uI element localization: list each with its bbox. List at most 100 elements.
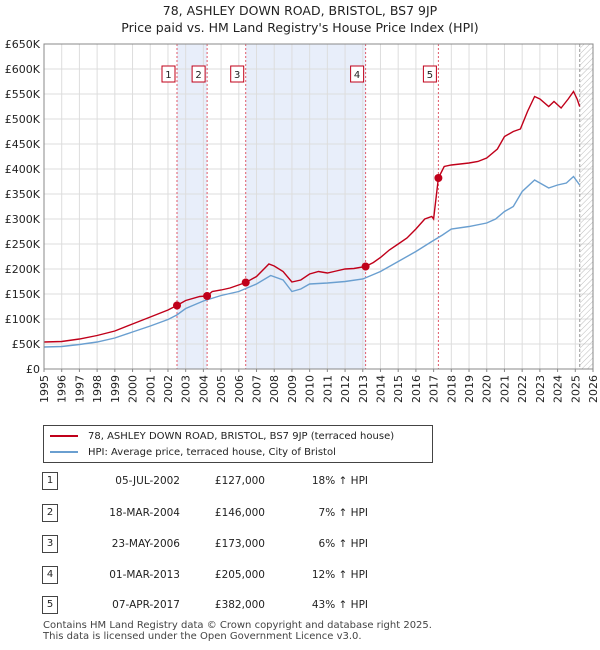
sale-label-box	[422, 65, 437, 83]
future-region	[579, 44, 593, 369]
y-tick-label: £150K	[5, 288, 41, 301]
sale-label-text: 5	[427, 70, 433, 81]
legend-hpi-swatch	[50, 451, 78, 453]
x-tick-label: 2022	[516, 375, 529, 403]
x-tick-label: 1995	[38, 375, 51, 403]
x-tick-label: 2008	[268, 375, 281, 403]
x-tick-label: 2019	[463, 375, 476, 403]
x-tick-label: 2023	[534, 375, 547, 403]
sale-band	[245, 44, 366, 369]
x-tick-label: 2012	[339, 375, 352, 403]
y-tick-label: £600K	[5, 63, 41, 76]
x-tick-label: 2020	[481, 375, 494, 403]
y-tick-label: £300K	[5, 213, 41, 226]
sale-dot	[203, 292, 212, 300]
x-tick-label: 2011	[321, 375, 334, 403]
hpi-line	[43, 175, 581, 348]
sale-date: 01-MAR-2013	[109, 569, 180, 581]
grid-lines	[43, 43, 594, 370]
y-tick-label: £250K	[5, 238, 41, 251]
sale-price: £205,000	[214, 569, 265, 581]
sale-price: £173,000	[214, 538, 265, 550]
future-hatch	[579, 44, 593, 369]
sale-dot	[172, 301, 181, 310]
sale-row: 3 23-MAY-2006 £173,000 6% ↑ HPI	[0, 535, 600, 555]
sale-shading	[176, 44, 366, 369]
legend-hpi: HPI: Average price, terraced house, City…	[50, 444, 336, 460]
sale-band	[176, 44, 208, 369]
sale-number-labels: 1 2 3 4 5	[161, 65, 437, 83]
sale-hpi-diff: 43% ↑ HPI	[311, 599, 368, 611]
property-price-line	[43, 90, 581, 343]
x-tick-label: 2009	[286, 375, 299, 403]
price-chart: 1 2 3 4 5 £0 £50K £100K £150K £200K £250K £300K £35…	[5, 38, 600, 403]
y-tick-label: £200K	[5, 263, 41, 276]
y-tick-label: £100K	[5, 313, 41, 326]
x-tick-label: 2018	[445, 375, 458, 403]
sale-hpi-diff: 6% ↑ HPI	[318, 538, 368, 550]
legend: 78, ASHLEY DOWN ROAD, BRISTOL, BS7 9JP (…	[43, 425, 433, 463]
x-tick-label: 1998	[91, 375, 104, 403]
x-tick-label: 1997	[73, 375, 86, 403]
footer-line: Contains HM Land Registry data © Crown c…	[43, 620, 432, 631]
x-axis-ticks: 1995 1996 1997 1998 1999 2000 2001 2002 2003 2004…	[38, 369, 600, 403]
y-tick-label: £550K	[5, 88, 41, 101]
x-tick-label: 2016	[410, 375, 423, 403]
x-tick-label: 2000	[127, 375, 140, 403]
x-tick-label: 2006	[233, 375, 246, 403]
sale-row: 2 18-MAR-2004 £146,000 7% ↑ HPI	[0, 504, 600, 524]
x-tick-label: 2004	[197, 375, 210, 403]
sale-label-text: 4	[354, 70, 360, 81]
sale-label-text: 3	[234, 70, 240, 81]
x-tick-label: 2003	[180, 375, 193, 403]
sale-row: 4 01-MAR-2013 £205,000 12% ↑ HPI	[0, 566, 600, 586]
sale-date: 23-MAY-2006	[111, 538, 180, 550]
x-tick-label: 2001	[144, 375, 157, 403]
x-tick-label: 2013	[357, 375, 370, 403]
sale-hpi-diff: 7% ↑ HPI	[318, 507, 368, 519]
sale-number-box: 1	[42, 472, 58, 490]
sale-row: 1 05-JUL-2002 £127,000 18% ↑ HPI	[0, 472, 600, 492]
x-tick-label: 2024	[552, 375, 565, 403]
x-tick-label: 2021	[498, 375, 511, 403]
x-tick-label: 2007	[251, 375, 264, 403]
sale-label-box	[191, 65, 206, 83]
sale-hpi-diff: 18% ↑ HPI	[311, 475, 368, 487]
legend-property-swatch	[50, 435, 78, 437]
sale-label-text: 1	[165, 70, 171, 81]
x-tick-label: 2014	[374, 375, 387, 403]
y-tick-label: £650K	[5, 38, 41, 51]
y-tick-label: £350K	[5, 188, 41, 201]
legend-property: 78, ASHLEY DOWN ROAD, BRISTOL, BS7 9JP (…	[50, 428, 394, 444]
sale-dot	[361, 262, 370, 271]
x-tick-label: 1999	[109, 375, 122, 403]
y-tick-label: £50K	[12, 338, 41, 351]
sale-label-box	[350, 65, 365, 83]
y-tick-label: £400K	[5, 163, 41, 176]
x-tick-label: 2017	[428, 375, 441, 403]
x-tick-label: 2026	[587, 375, 600, 403]
sale-number-box: 5	[42, 596, 58, 614]
y-tick-label: £0	[26, 363, 40, 376]
sale-dot	[434, 174, 443, 182]
sale-dot	[241, 278, 250, 287]
sale-number-box: 3	[42, 535, 58, 553]
x-tick-label: 1996	[56, 375, 69, 403]
legend-hpi-label: HPI: Average price, terraced house, City…	[88, 446, 336, 458]
y-axis-ticks: £0 £50K £100K £150K £200K £250K £300K £350K £400…	[5, 38, 41, 376]
x-tick-label: 2025	[569, 375, 582, 403]
x-tick-label: 2010	[304, 375, 317, 403]
sale-number-box: 4	[42, 566, 58, 584]
sale-price: £127,000	[214, 475, 265, 487]
sale-date: 07-APR-2017	[112, 599, 180, 611]
legend-property-label: 78, ASHLEY DOWN ROAD, BRISTOL, BS7 9JP (…	[88, 430, 395, 442]
series-lines	[43, 90, 581, 348]
sale-number-box: 2	[42, 504, 58, 522]
sale-date: 18-MAR-2004	[109, 507, 180, 519]
sale-label-box	[161, 65, 176, 83]
y-tick-label: £500K	[5, 113, 41, 126]
x-tick-label: 2002	[162, 375, 175, 403]
sale-date: 05-JUL-2002	[115, 475, 180, 487]
sale-label-box	[230, 65, 245, 83]
footer-line: This data is licensed under the Open Gov…	[43, 631, 362, 642]
